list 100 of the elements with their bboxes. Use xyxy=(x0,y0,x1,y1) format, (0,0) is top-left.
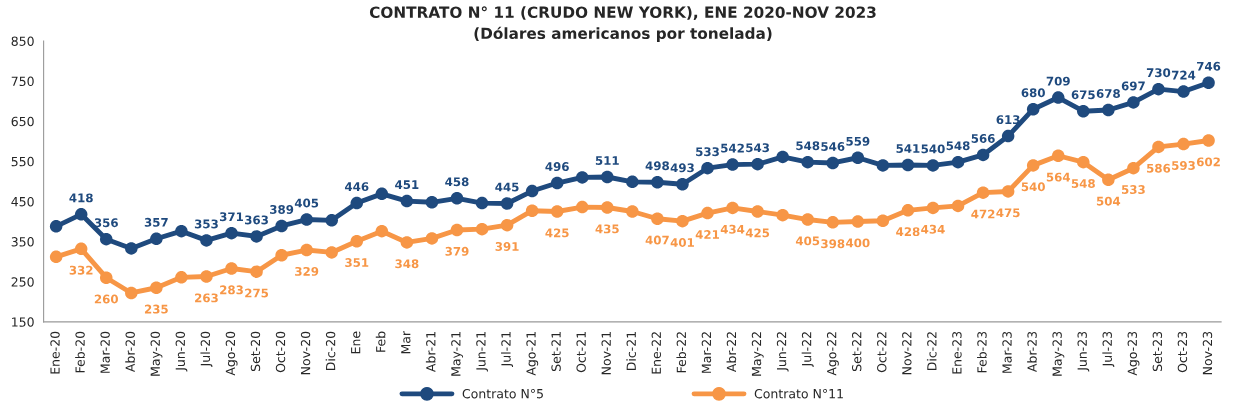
data-label: 548 xyxy=(796,141,820,151)
x-tick-label: Dic-22 xyxy=(926,332,937,371)
point xyxy=(1127,161,1140,175)
point xyxy=(776,150,789,164)
data-label: 493 xyxy=(670,163,694,173)
data-label: 283 xyxy=(220,285,243,295)
data-label: 363 xyxy=(245,215,268,225)
x-tick-label: Jun-21 xyxy=(476,332,488,372)
point xyxy=(1202,134,1215,147)
point xyxy=(901,158,915,172)
data-label: 405 xyxy=(294,198,319,208)
x-tick-label: Dic-21 xyxy=(626,332,636,371)
point xyxy=(876,159,890,172)
data-label: 475 xyxy=(996,208,1020,218)
point xyxy=(601,201,614,214)
data-label: 559 xyxy=(846,136,870,146)
x-tick-label: Jun-23 xyxy=(1077,331,1090,372)
data-label: 613 xyxy=(996,115,1020,125)
point xyxy=(375,224,389,238)
data-label: 586 xyxy=(1147,163,1171,173)
point xyxy=(525,204,539,217)
point xyxy=(1177,85,1190,98)
point xyxy=(651,212,664,225)
point xyxy=(250,230,263,243)
data-label: 564 xyxy=(1046,172,1071,182)
point xyxy=(99,271,113,284)
data-label: 746 xyxy=(1197,61,1221,71)
point xyxy=(525,184,539,198)
point xyxy=(225,226,238,240)
point xyxy=(500,197,514,210)
point xyxy=(425,196,439,209)
x-tick-label: Jul-22 xyxy=(801,332,814,368)
data-label: 351 xyxy=(345,258,369,268)
x-tick-label: Feb-23 xyxy=(977,331,987,373)
x-tick-label: Ene-20 xyxy=(50,331,60,374)
x-tick-label: Ene-23 xyxy=(952,331,962,374)
data-label: 533 xyxy=(696,147,719,157)
data-label: 496 xyxy=(545,162,569,172)
point xyxy=(450,223,464,237)
x-tick-label: Nov-22 xyxy=(902,332,912,375)
data-label: 235 xyxy=(144,304,168,314)
point xyxy=(1001,185,1015,198)
x-tick-label: Jul-23 xyxy=(1102,331,1115,368)
point xyxy=(926,159,940,172)
point xyxy=(751,157,764,171)
x-tick-label: Jun-20 xyxy=(175,331,188,372)
data-label: 566 xyxy=(971,134,995,143)
x-tick-label: Set-21 xyxy=(551,332,561,371)
point xyxy=(200,234,213,247)
point xyxy=(400,194,414,208)
data-label: 405 xyxy=(795,236,820,246)
data-label: 263 xyxy=(195,293,218,303)
point xyxy=(575,171,589,184)
data-label: 709 xyxy=(1046,76,1070,86)
point xyxy=(601,170,614,184)
x-tick-label: Ene xyxy=(351,331,361,354)
data-label: 445 xyxy=(495,182,519,192)
point xyxy=(500,218,514,232)
point xyxy=(676,177,689,191)
x-tick-label: Ago-23 xyxy=(1127,331,1140,376)
point xyxy=(801,213,814,226)
point xyxy=(300,213,313,226)
x-tick-label: Oct-20 xyxy=(275,331,286,373)
x-tick-label: Ago-20 xyxy=(225,331,238,376)
point xyxy=(701,206,714,220)
point xyxy=(851,151,865,164)
x-tick-label: Nov-20 xyxy=(300,331,311,375)
data-label: 602 xyxy=(1196,157,1220,167)
point xyxy=(49,250,63,264)
x-tick-label: Ene-22 xyxy=(651,332,662,374)
point xyxy=(1202,76,1215,89)
x-tick-label: Set-20 xyxy=(250,331,261,371)
data-label: 332 xyxy=(69,265,93,275)
point xyxy=(550,176,564,190)
point xyxy=(776,208,789,222)
data-label: 400 xyxy=(846,238,870,248)
data-label: 425 xyxy=(745,228,770,238)
x-tick-label: Mar-23 xyxy=(1002,331,1012,373)
data-label: 675 xyxy=(1071,90,1095,100)
x-tick-label: Abr-23 xyxy=(1027,331,1037,373)
point xyxy=(74,242,88,256)
x-tick-label: Jul-21 xyxy=(501,332,514,368)
x-tick-label: Ago-21 xyxy=(526,332,539,376)
data-label: 418 xyxy=(69,193,93,203)
data-label: 678 xyxy=(1096,89,1120,98)
x-tick-label: Oct-22 xyxy=(877,332,887,373)
point xyxy=(1026,159,1040,172)
data-label: 434 xyxy=(720,224,745,234)
y-tick-label: 750 xyxy=(11,76,34,87)
x-tick-label: Oct-21 xyxy=(576,332,586,373)
point xyxy=(951,199,965,213)
data-label: 329 xyxy=(295,266,319,276)
x-tick-label: Abr-20 xyxy=(125,331,135,373)
y-tick-label: 850 xyxy=(11,36,34,46)
point xyxy=(275,219,288,233)
point xyxy=(1077,104,1090,118)
x-tick-label: May-20 xyxy=(150,331,163,376)
data-label: 543 xyxy=(746,143,769,153)
data-label: 353 xyxy=(194,219,218,229)
point xyxy=(225,262,238,275)
